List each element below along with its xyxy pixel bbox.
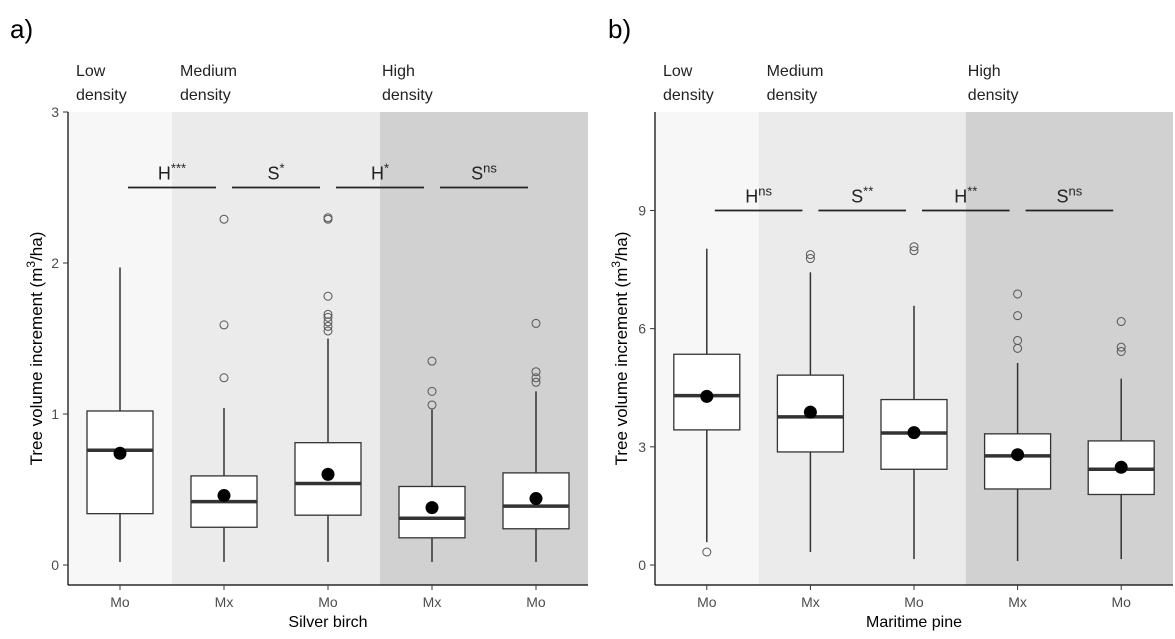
- box-3: [880, 242, 948, 560]
- box-5: [1087, 317, 1155, 560]
- outlier-point: [323, 321, 333, 331]
- outlier-point: [531, 373, 541, 383]
- outlier-point: [219, 320, 229, 330]
- y-tick-label: 0: [51, 557, 59, 573]
- outlier-point: [909, 246, 919, 256]
- mean-point: [803, 405, 817, 419]
- density-zone-label: Medium: [180, 63, 237, 80]
- density-zone-label: density: [76, 87, 127, 104]
- significance-label: Hns: [745, 183, 772, 207]
- mean-point: [1114, 460, 1128, 474]
- density-zone-label: Low: [663, 63, 693, 80]
- panel-label: b): [608, 14, 631, 44]
- x-axis-title: Maritime pine: [866, 614, 962, 631]
- box-body: [983, 433, 1052, 490]
- y-tick-label: 6: [638, 321, 646, 337]
- outlier-point: [1116, 342, 1126, 352]
- y-tick-label: 2: [51, 255, 59, 271]
- y-axis-title: Tree volume increment (m3/ha): [609, 232, 631, 466]
- density-zone-label: density: [767, 87, 818, 104]
- panel-b: Low density Medium density High density 0 3 6 9 Mo…: [608, 14, 1173, 631]
- x-tick-label: Mx: [801, 594, 820, 610]
- outlier-point: [531, 318, 541, 328]
- mean-point: [1011, 448, 1025, 462]
- box-1: [673, 248, 741, 557]
- density-zone-label: High: [382, 63, 415, 80]
- mean-point: [907, 426, 921, 440]
- outlier-point: [805, 254, 815, 264]
- mean-point: [217, 489, 231, 503]
- panel-a: Low density Medium density High density 0 1 2 3 Mo…: [10, 14, 588, 631]
- outlier-point: [323, 291, 333, 301]
- significance-label: S**: [851, 183, 873, 207]
- box-1: [86, 267, 154, 562]
- box-4: [398, 356, 466, 562]
- outlier-point: [531, 367, 541, 377]
- density-zone-bg: [965, 112, 1173, 585]
- x-tick-label: Mo: [904, 594, 924, 610]
- density-zone-label: density: [663, 87, 714, 104]
- significance-label: Sns: [1057, 183, 1083, 207]
- outlier-point: [219, 214, 229, 224]
- box-5: [502, 318, 570, 562]
- y-tick-label: 3: [638, 439, 646, 455]
- outlier-point: [1013, 335, 1023, 345]
- density-zone-label: density: [968, 87, 1019, 104]
- outlier-point: [427, 386, 437, 396]
- y-axis-title: Tree volume increment (m3/ha): [24, 232, 46, 466]
- x-tick-label: Mo: [526, 594, 546, 610]
- significance-label: S*: [267, 160, 284, 184]
- box-3: [294, 213, 362, 562]
- outlier-point: [323, 213, 333, 223]
- density-zone-label: Medium: [767, 63, 824, 80]
- mean-point: [529, 492, 543, 506]
- outlier-point: [427, 400, 437, 410]
- significance-label: Sns: [471, 160, 497, 184]
- x-tick-label: Mo: [110, 594, 130, 610]
- x-tick-label: Mx: [1008, 594, 1027, 610]
- mean-point: [425, 501, 439, 515]
- density-zone-label: density: [382, 87, 433, 104]
- outlier-point: [531, 377, 541, 387]
- density-zone-bg: [758, 112, 966, 585]
- outlier-point: [702, 547, 712, 557]
- mean-point: [113, 446, 127, 460]
- x-tick-label: Mx: [423, 594, 442, 610]
- box-2: [190, 214, 258, 562]
- density-zone-label: High: [968, 63, 1001, 80]
- x-axis-title: Silver birch: [288, 614, 367, 631]
- mean-point: [700, 389, 714, 403]
- x-tick-label: Mo: [697, 594, 717, 610]
- outlier-point: [323, 326, 333, 336]
- outlier-point: [1116, 346, 1126, 356]
- x-tick-label: Mx: [215, 594, 234, 610]
- box-4: [983, 289, 1052, 562]
- significance-label: H***: [158, 160, 186, 184]
- outlier-point: [219, 373, 229, 383]
- outlier-point: [323, 312, 333, 322]
- outlier-point: [427, 356, 437, 366]
- box-body: [86, 410, 154, 515]
- box-2: [776, 250, 845, 553]
- y-tick-label: 1: [51, 406, 59, 422]
- density-zone-label: Low: [76, 63, 106, 80]
- mean-point: [321, 467, 335, 481]
- outlier-point: [909, 242, 919, 252]
- panel-label: a): [10, 14, 33, 44]
- x-tick-label: Mo: [1111, 594, 1131, 610]
- outlier-point: [805, 250, 815, 260]
- significance-label: H*: [371, 160, 389, 184]
- y-tick-label: 0: [638, 557, 646, 573]
- y-tick-label: 9: [638, 202, 646, 218]
- outlier-point: [1013, 289, 1023, 299]
- outlier-point: [323, 309, 333, 319]
- outlier-point: [1013, 311, 1023, 321]
- y-tick-label: 3: [51, 104, 59, 120]
- density-zone-label: density: [180, 87, 231, 104]
- significance-label: H**: [954, 183, 977, 207]
- x-tick-label: Mo: [318, 594, 338, 610]
- outlier-point: [1116, 317, 1126, 327]
